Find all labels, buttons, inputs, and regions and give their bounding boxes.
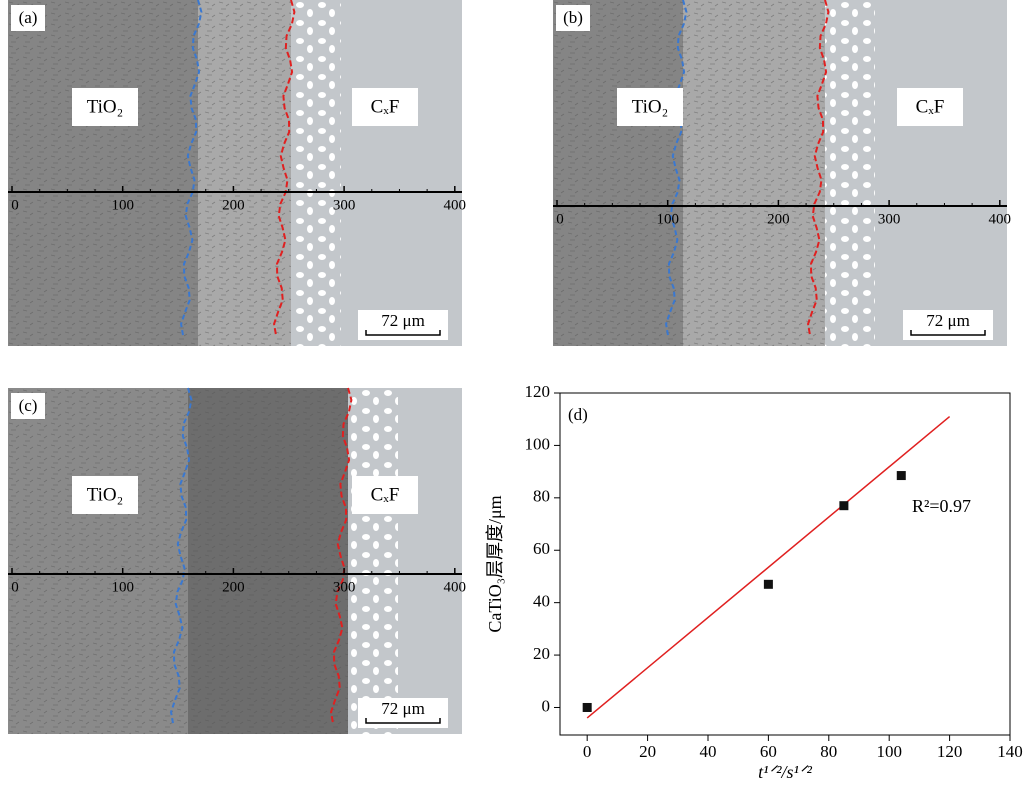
tick-label: 100 bbox=[111, 579, 134, 595]
texture bbox=[291, 0, 341, 346]
scale-bar-label: 72 μm bbox=[381, 699, 425, 718]
x-axis-label: t¹ᐟ²/s¹ᐟ² bbox=[758, 762, 812, 782]
y-tick-label: 0 bbox=[542, 696, 551, 715]
label-box bbox=[72, 476, 138, 514]
tick-label: 200 bbox=[222, 579, 245, 595]
tick-label: 200 bbox=[222, 197, 245, 213]
texture bbox=[198, 0, 291, 346]
y-tick-label: 20 bbox=[533, 644, 550, 663]
x-tick-label: 0 bbox=[583, 742, 592, 761]
tick-label: 400 bbox=[444, 197, 467, 213]
annotation: (d) bbox=[568, 405, 588, 424]
phase-label: CₓF bbox=[916, 96, 945, 117]
phase-label: TiO₂ bbox=[87, 484, 124, 505]
x-tick-label: 40 bbox=[699, 742, 716, 761]
scale-bar bbox=[365, 330, 441, 336]
scale-bar bbox=[365, 718, 441, 724]
panel-label: (a) bbox=[19, 8, 38, 27]
boundary-red bbox=[273, 0, 296, 337]
label-box bbox=[352, 88, 418, 126]
tick-label: 0 bbox=[556, 211, 564, 227]
tick-label: 300 bbox=[878, 211, 901, 227]
boundary-red bbox=[807, 0, 830, 337]
phase-label: TiO₂ bbox=[87, 96, 124, 117]
data-point bbox=[763, 579, 773, 589]
tick-label: 300 bbox=[333, 579, 356, 595]
boundary-blue bbox=[665, 0, 688, 337]
texture bbox=[825, 0, 875, 346]
scale-bar-label: 72 μm bbox=[926, 311, 970, 330]
label-box bbox=[11, 393, 45, 419]
scale-bar bbox=[910, 330, 986, 336]
texture bbox=[8, 0, 198, 346]
data-point bbox=[582, 702, 592, 712]
tick-label: 100 bbox=[111, 197, 134, 213]
tick-label: 0 bbox=[11, 197, 19, 213]
tick-label: 400 bbox=[444, 579, 467, 595]
label-box bbox=[352, 476, 418, 514]
texture bbox=[683, 0, 825, 346]
plot-frame bbox=[559, 392, 1011, 736]
label-box bbox=[617, 88, 683, 126]
panel-label: (c) bbox=[19, 396, 38, 415]
phase-label: CₓF bbox=[371, 484, 400, 505]
tick-label: 400 bbox=[989, 211, 1012, 227]
label-box bbox=[897, 88, 963, 126]
y-tick-label: 120 bbox=[525, 382, 551, 401]
tick-label: 0 bbox=[11, 579, 19, 595]
y-tick-label: 60 bbox=[533, 539, 550, 558]
label-box bbox=[11, 5, 45, 31]
tick-label: 300 bbox=[333, 197, 356, 213]
panel-label: (b) bbox=[563, 8, 583, 27]
texture bbox=[188, 388, 348, 734]
phase-label: TiO₂ bbox=[632, 96, 669, 117]
x-tick-label: 100 bbox=[876, 742, 902, 761]
texture bbox=[553, 0, 683, 346]
y-tick-label: 100 bbox=[525, 434, 551, 453]
micrograph: (b) TiO₂ CₓF 0 100 200 300 400 72 μm bbox=[553, 0, 1011, 346]
y-tick-label: 40 bbox=[533, 592, 550, 611]
micrograph: (c) TiO₂ CₓF 0 100 200 300 400 72 μm bbox=[8, 387, 467, 734]
scale-bar-label: 72 μm bbox=[381, 311, 425, 330]
fit-line bbox=[586, 416, 951, 719]
tick-label: 100 bbox=[656, 211, 679, 227]
y-tick-label: 80 bbox=[533, 487, 550, 506]
texture bbox=[348, 388, 398, 734]
x-tick-label: 60 bbox=[760, 742, 777, 761]
boundary-blue bbox=[180, 0, 203, 337]
label-box bbox=[556, 5, 590, 31]
x-tick-label: 80 bbox=[820, 742, 837, 761]
x-tick-label: 120 bbox=[937, 742, 963, 761]
data-point bbox=[896, 471, 906, 481]
data-point bbox=[839, 501, 849, 511]
y-axis-label: CaTiO₃层厚度/μm bbox=[485, 495, 505, 632]
label-box bbox=[72, 88, 138, 126]
r-squared: R²=0.97 bbox=[912, 496, 971, 516]
boundary-blue bbox=[170, 387, 193, 725]
phase-label: CₓF bbox=[371, 96, 400, 117]
micrograph: (a) TiO₂ CₓF 0 100 200 300 400 72 μm bbox=[8, 0, 466, 346]
texture bbox=[8, 388, 188, 734]
tick-label: 200 bbox=[767, 211, 790, 227]
x-tick-label: 20 bbox=[639, 742, 656, 761]
x-tick-label: 140 bbox=[997, 742, 1023, 761]
boundary-red bbox=[330, 387, 353, 725]
